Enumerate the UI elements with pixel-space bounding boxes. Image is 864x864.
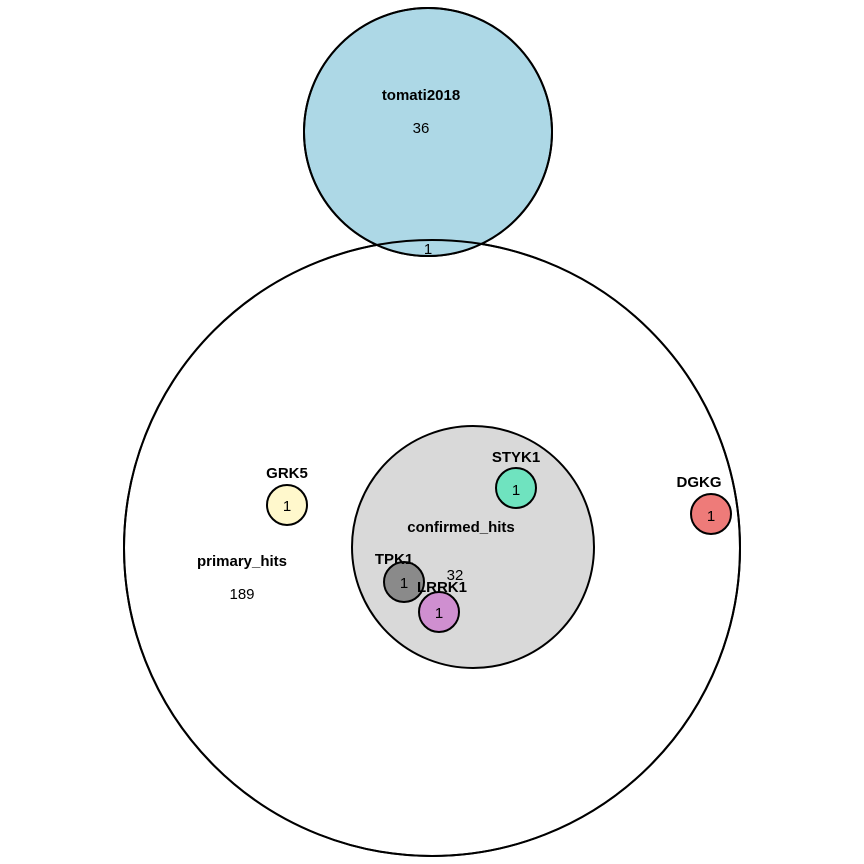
tpk1-count: 1: [400, 575, 408, 592]
lrrk1-count: 1: [435, 605, 443, 622]
confirmed-hits-label: confirmed_hits: [407, 519, 515, 536]
styk1-count: 1: [512, 482, 520, 499]
dgkg-count: 1: [707, 508, 715, 525]
tomati2018-outline: [303, 7, 553, 257]
tpk1-circle: [383, 561, 425, 603]
primary-hits-count: 189: [229, 586, 254, 603]
grk5-circle: [266, 484, 308, 526]
overlap-count: 1: [424, 241, 432, 258]
primary-hits-outline: [123, 239, 741, 857]
tomati2018-label: tomati2018: [382, 87, 460, 104]
dgkg-label: DGKG: [677, 474, 722, 491]
styk1-label: STYK1: [492, 449, 540, 466]
tpk1-label: TPK1: [375, 551, 413, 568]
tomati2018-count: 36: [413, 120, 430, 137]
confirmed-hits-circle: [351, 425, 595, 669]
lrrk1-circle: [418, 591, 460, 633]
grk5-label: GRK5: [266, 465, 308, 482]
lrrk1-label: LRRK1: [417, 579, 467, 596]
primary-hits-label: primary_hits: [197, 553, 287, 570]
confirmed-hits-count: 32: [447, 567, 464, 584]
dgkg-circle: [690, 493, 732, 535]
styk1-circle: [495, 467, 537, 509]
grk5-count: 1: [283, 498, 291, 515]
